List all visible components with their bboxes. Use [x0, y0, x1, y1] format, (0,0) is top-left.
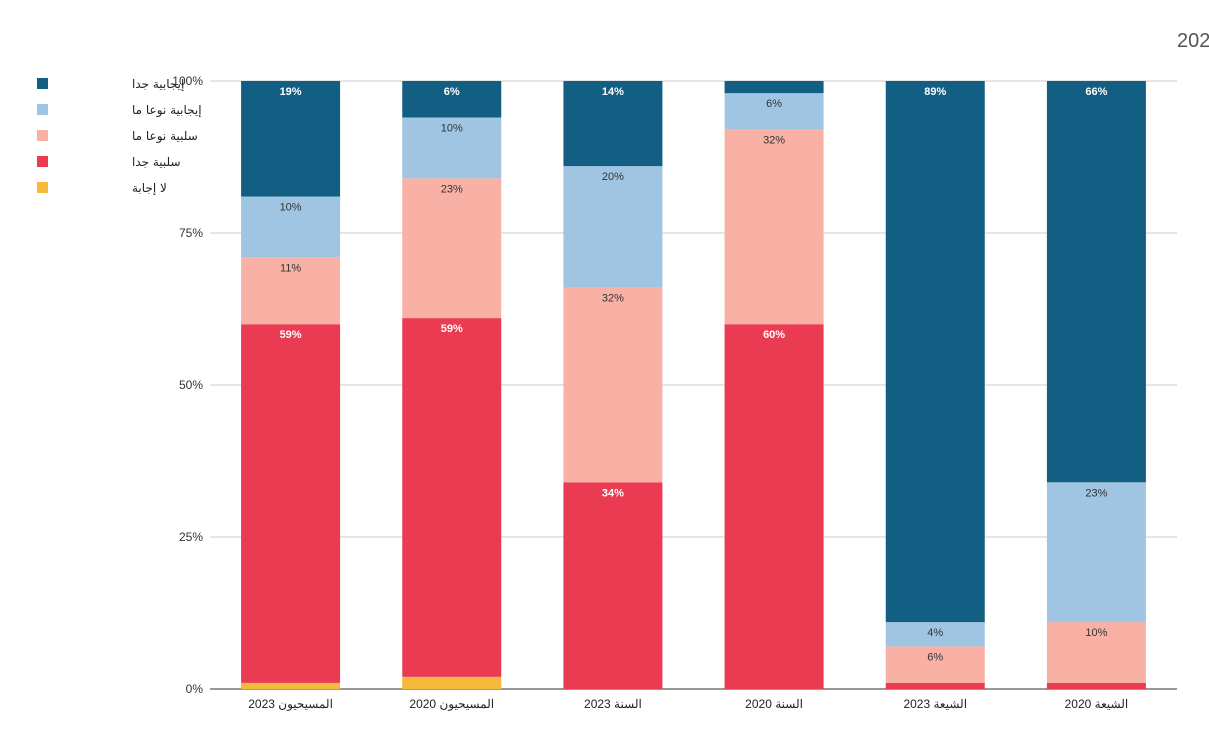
data-label: 11% [280, 262, 301, 274]
bar-segment [402, 178, 502, 319]
bar-segment [724, 93, 824, 130]
bar-segment [241, 257, 341, 325]
x-axis: المسيحيون 2023 المسيحيون 2020 السنة 2023 ال… [248, 697, 1128, 711]
data-label: 34% [602, 487, 624, 499]
data-label: 66% [1085, 86, 1107, 98]
bar-segment [563, 287, 663, 483]
data-label: 6% [927, 651, 943, 663]
y-tick-label: 100% [172, 74, 203, 88]
category-label: السنة 2023 [584, 697, 642, 711]
legend-label: سلبية جدا [132, 155, 181, 169]
category-label: الشيعة 2023 [903, 697, 967, 711]
bar-segment [1046, 482, 1146, 623]
data-label: 6% [766, 98, 782, 110]
category-label: الشيعة 2020 [1065, 697, 1129, 711]
bar-segment [724, 129, 824, 325]
legend-label: إيجابية جدا [132, 77, 184, 91]
bar-segment [724, 324, 824, 689]
data-label: 19% [280, 86, 302, 98]
legend-label: إيجابية نوعا ما [132, 103, 202, 118]
data-label: 60% [763, 329, 785, 341]
category-label: المسيحيون 2020 [409, 697, 494, 711]
bar-segment [1046, 682, 1146, 689]
data-label: 32% [763, 135, 785, 147]
category-label: السنة 2020 [745, 697, 803, 711]
bar-segment [885, 646, 985, 683]
data-label: 4% [927, 627, 943, 639]
legend-label: لا إجابة [132, 181, 167, 195]
bar-segment [563, 166, 663, 288]
bar-segment [402, 81, 502, 118]
data-label: 59% [280, 329, 302, 341]
y-tick-label: 25% [179, 530, 203, 544]
y-tick-label: 50% [179, 378, 203, 392]
legend-swatch [37, 78, 48, 89]
data-label: 14% [602, 86, 624, 98]
y-tick-label: 75% [179, 226, 203, 240]
bar-segment [402, 318, 502, 677]
y-tick-label: 0% [186, 682, 204, 696]
gridlines [210, 80, 1177, 690]
data-labels: 59% 11% 10% 19% 59% 23% 10% 6% 34% 32% 20% 14% 60% 32… [280, 86, 1108, 663]
legend-swatch [37, 130, 48, 141]
category-label: المسيحيون 2023 [248, 697, 333, 711]
bar-segment [241, 682, 341, 689]
data-label: 20% [602, 171, 624, 183]
legend-swatch [37, 104, 48, 115]
data-label: 23% [441, 183, 463, 195]
bar-segment [241, 324, 341, 683]
chart-title: لبنان: الآراء بشأن حزب الله عام 2020 مقا… [1177, 26, 1209, 52]
legend-swatch [37, 156, 48, 167]
data-label: 23% [1085, 487, 1107, 499]
legend: إيجابية جدا إيجابية نوعا ما سلبية نوعا ما س… [37, 77, 202, 195]
bar-segment [1046, 622, 1146, 683]
data-label: 10% [280, 202, 302, 214]
bar-segment [402, 676, 502, 689]
data-label: 10% [441, 122, 463, 134]
data-label: 59% [441, 323, 463, 335]
data-label: 89% [924, 86, 946, 98]
bars [241, 81, 1146, 689]
legend-swatch [37, 182, 48, 193]
bar-segment [563, 482, 663, 689]
bar-segment [241, 81, 341, 197]
bar-segment [1046, 81, 1146, 483]
bar-segment [885, 682, 985, 689]
bar-segment [402, 117, 502, 179]
bar-segment [241, 196, 341, 258]
y-axis: 0% 25% 50% 75% 100% [172, 74, 203, 696]
bar-segment [885, 81, 985, 623]
data-label: 32% [602, 293, 624, 305]
data-label: 6% [444, 86, 460, 98]
bar-segment [885, 622, 985, 647]
bar-segment [563, 81, 663, 167]
data-label: 10% [1085, 627, 1107, 639]
bar-segment [724, 81, 824, 94]
legend-label: سلبية نوعا ما [132, 129, 198, 144]
